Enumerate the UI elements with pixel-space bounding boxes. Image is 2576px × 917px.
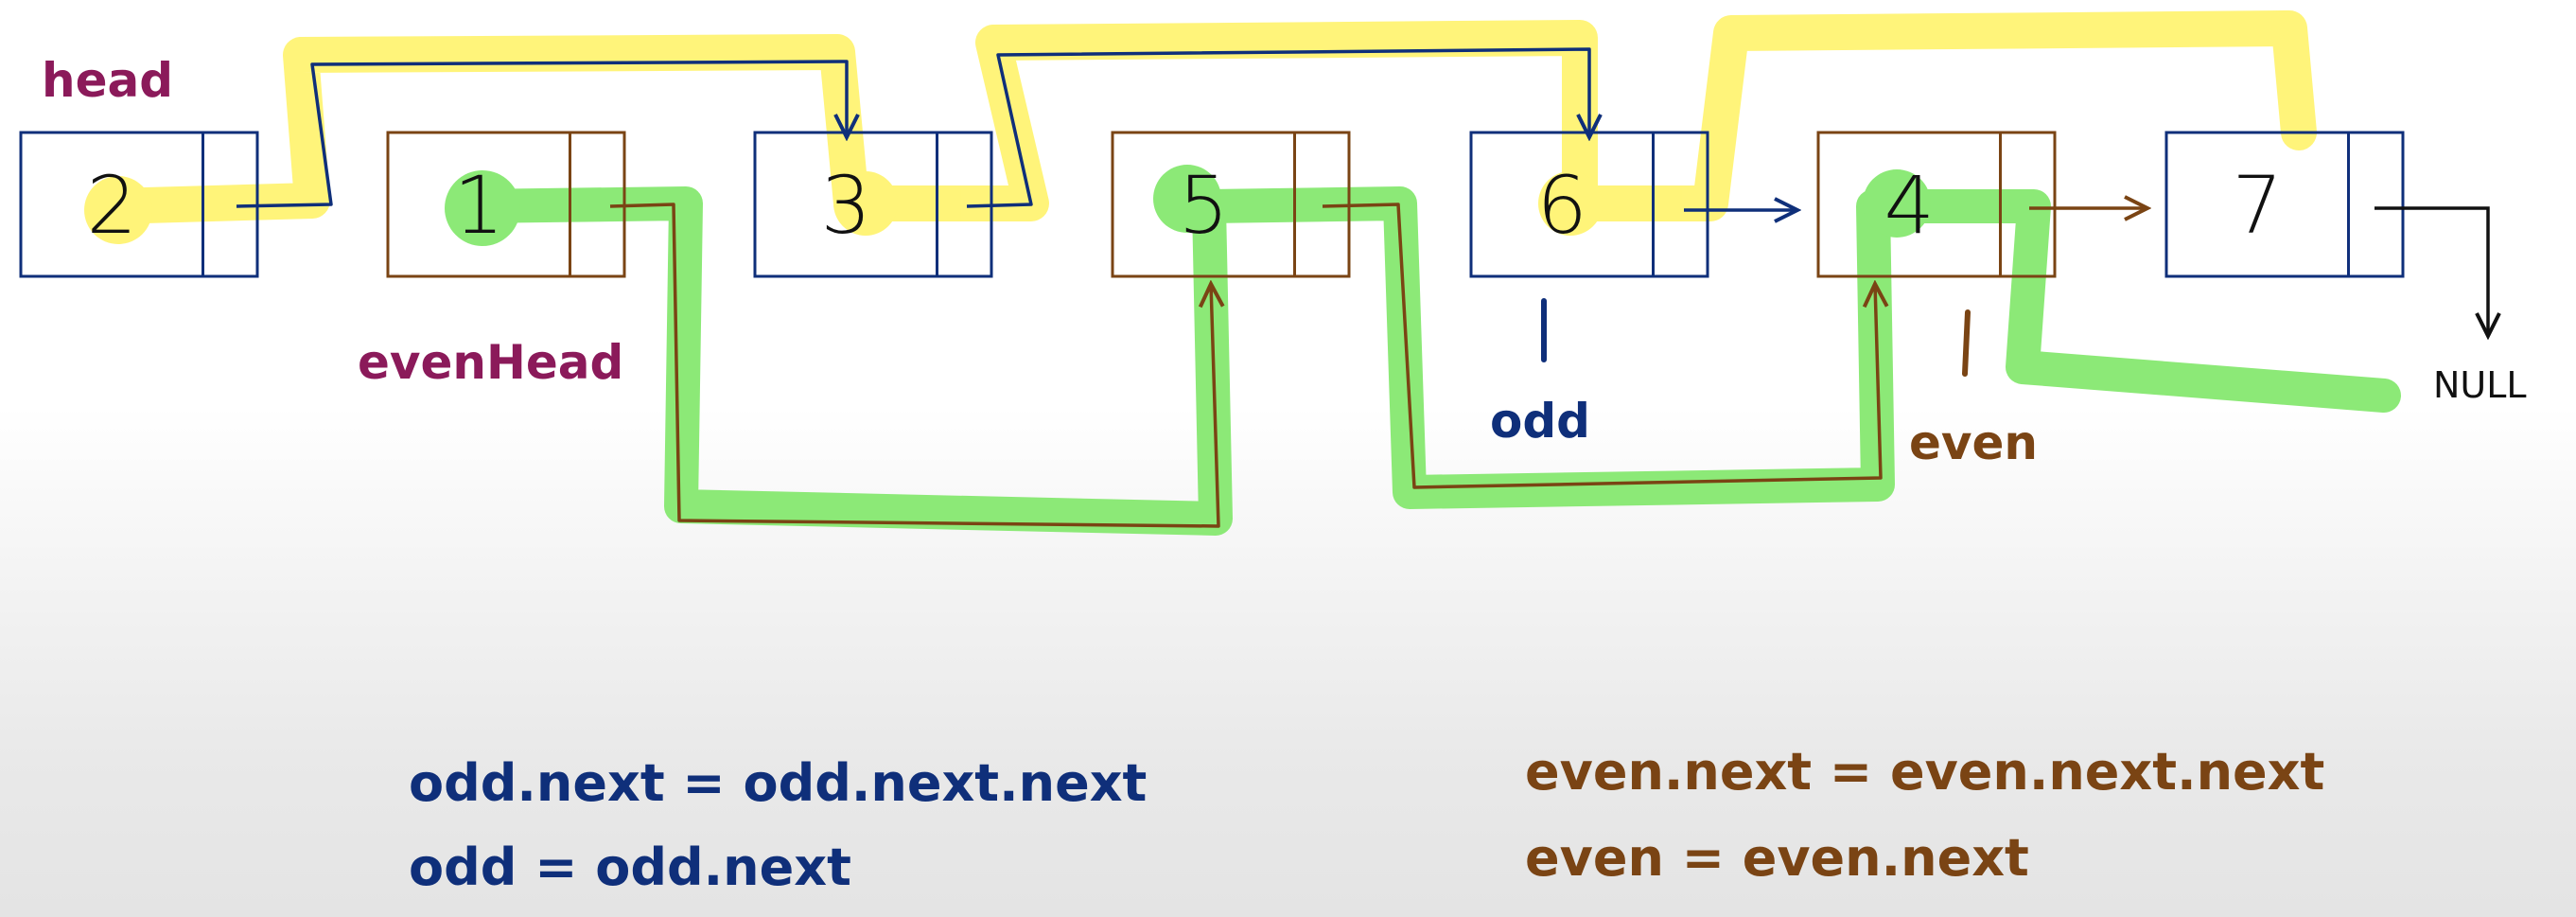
odd-pointer-label: odd xyxy=(1490,394,1590,449)
list-node-6: 4 xyxy=(1816,131,2057,278)
null-label: NULL xyxy=(2433,364,2527,406)
list-node-5: 6 xyxy=(1469,131,1709,278)
head-label: head xyxy=(42,53,173,108)
node-value: 7 xyxy=(2233,159,2283,252)
even-head-label: evenHead xyxy=(358,335,623,390)
node-box xyxy=(1816,131,2057,278)
even-pointer-mark xyxy=(1962,309,1971,377)
list-node-2: 1 xyxy=(386,131,626,278)
even-pointer-label: even xyxy=(1909,415,2038,470)
odd-code-line-1: odd.next = odd.next.next xyxy=(409,753,1147,813)
list-node-7: 7 xyxy=(2164,131,2405,278)
even-pointer-links xyxy=(609,204,2147,528)
node-value: 5 xyxy=(1179,159,1229,252)
node-value: 3 xyxy=(821,159,871,252)
node-value: 1 xyxy=(454,159,504,252)
even-code-line-2: even = even.next xyxy=(1525,828,2029,888)
node-value: 4 xyxy=(1884,159,1935,252)
node-value: 2 xyxy=(87,159,137,252)
null-pointer-link xyxy=(2374,206,2488,336)
node-value: 6 xyxy=(1537,159,1587,252)
node-box xyxy=(2164,131,2405,278)
list-node-4: 5 xyxy=(1111,131,1351,278)
odd-code-line-2: odd = odd.next xyxy=(409,838,851,897)
yellow-highlight-path xyxy=(84,10,2317,244)
odd-pointer-links xyxy=(236,47,1797,210)
even-code-line-1: even.next = even.next.next xyxy=(1525,742,2324,802)
